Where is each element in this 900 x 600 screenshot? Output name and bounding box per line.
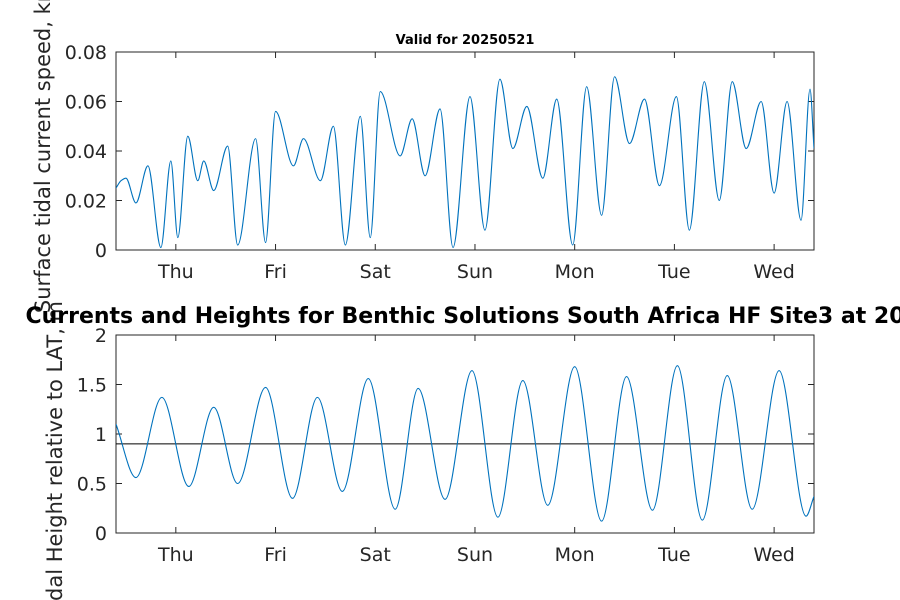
top-xtick-label: Sun <box>457 261 493 283</box>
top-ytick-label: 0 <box>95 240 107 262</box>
top-y-axis-label: Surface tidal current speed, kn <box>31 0 55 313</box>
top-xtick-label: Fri <box>264 261 287 283</box>
bottom-ytick-label: 0.5 <box>77 474 107 496</box>
bottom-series-group <box>116 365 814 522</box>
bottom-xtick-label: Fri <box>264 544 287 566</box>
top-plot-area <box>115 51 815 251</box>
bottom-xtick-label: Tue <box>657 544 690 566</box>
bottom-series-line <box>116 365 814 522</box>
top-xtick-label: Tue <box>657 261 690 283</box>
top-ytick-label: 0.06 <box>65 92 107 114</box>
top-xtick-label: Wed <box>753 261 794 283</box>
top-ytick-label: 0.08 <box>65 42 107 64</box>
top-ytick-label: 0.04 <box>65 141 107 163</box>
top-chart-title: Valid for 20250521 <box>396 33 535 48</box>
top-xtick-label: Sat <box>360 261 391 283</box>
bottom-ytick-label: 0 <box>95 523 107 545</box>
bottom-ytick-label: 2 <box>95 325 107 347</box>
bottom-xtick-label: Wed <box>753 544 794 566</box>
bottom-xtick-label: Sun <box>457 544 493 566</box>
tidal-height-chart: 0 0.5 1 1.5 2 Thu Fri Sat Sun Mon Tue Wed Tidal Hei… <box>25 301 900 600</box>
current-speed-chart: Valid for 20250521 0 0.02 0.04 0.06 0.08 Thu F… <box>31 0 815 313</box>
bottom-ytick-label: 1.5 <box>77 375 107 397</box>
bottom-xtick-label: Sat <box>360 544 391 566</box>
top-xtick-label: Mon <box>555 261 595 283</box>
bottom-axis-ticks: 0 0.5 1 1.5 2 Thu Fri Sat Sun Mon Tue Wed <box>77 325 814 566</box>
top-axis-ticks: 0 0.02 0.04 0.06 0.08 Thu Fri Sat Sun Mon Tue Wed <box>65 42 814 283</box>
bottom-xtick-label: Thu <box>157 544 194 566</box>
top-series-group <box>116 76 814 249</box>
bottom-chart-title: Currents and Heights for Benthic Solutio… <box>25 304 900 329</box>
top-series-line <box>116 76 814 249</box>
top-xtick-label: Thu <box>157 261 194 283</box>
top-ytick-label: 0.02 <box>65 191 107 213</box>
bottom-ytick-label: 1 <box>95 424 107 446</box>
bottom-xtick-label: Mon <box>555 544 595 566</box>
bottom-plot-area <box>115 334 815 534</box>
bottom-y-axis-label: Tidal Height relative to LAT, m <box>43 301 67 600</box>
